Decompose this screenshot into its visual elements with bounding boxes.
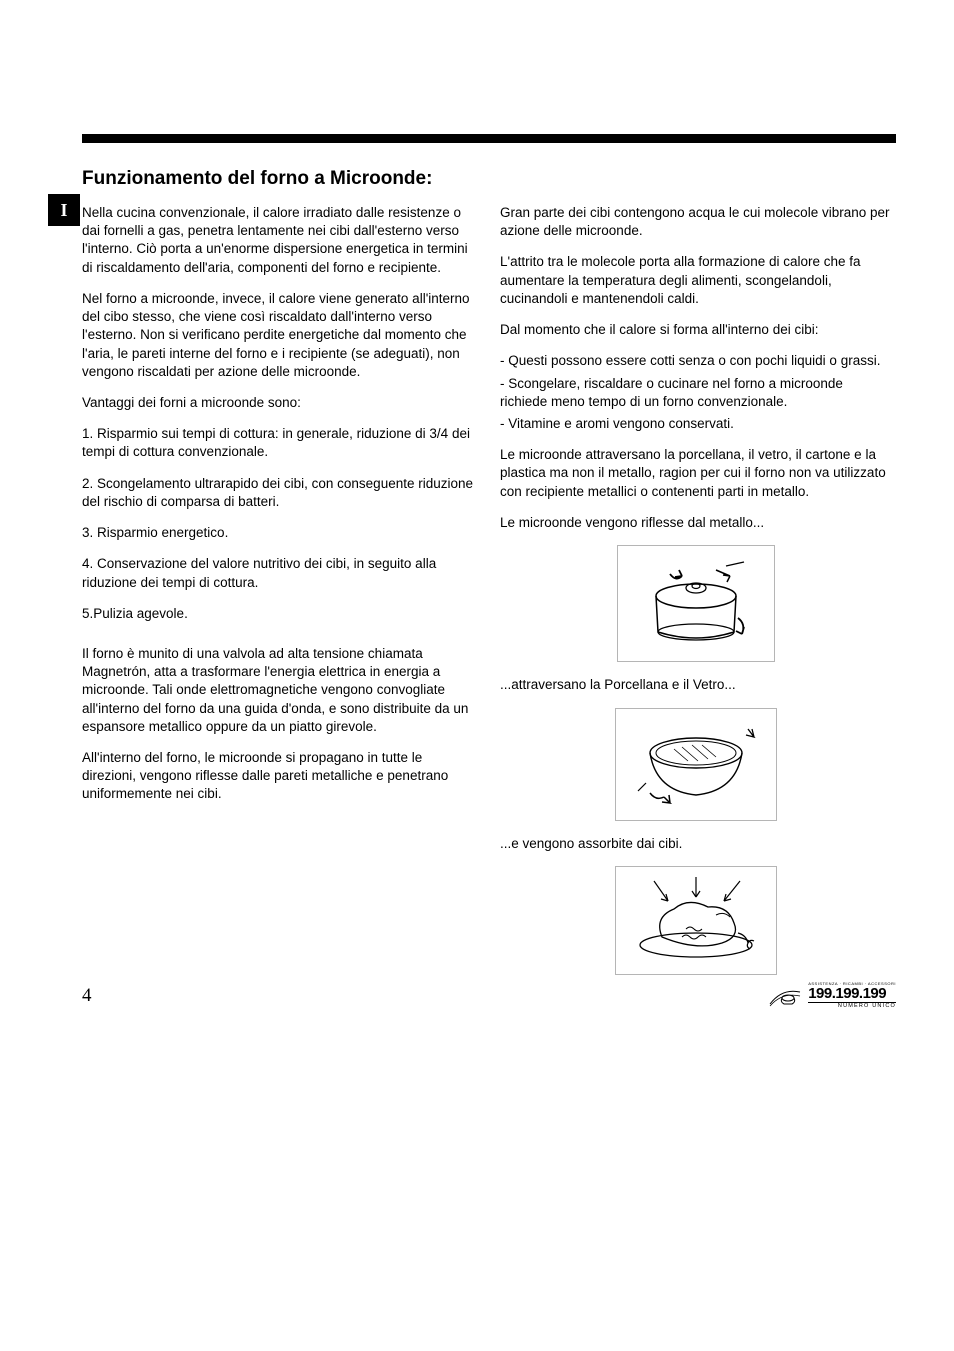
phone-swoosh-icon — [768, 984, 802, 1008]
para: Il forno è munito di una valvola ad alta… — [82, 645, 474, 736]
para: Nel forno a microonde, invece, il calore… — [82, 290, 474, 381]
para: L'attrito tra le molecole porta alla for… — [500, 253, 892, 308]
figure-glass-pass — [500, 708, 892, 821]
para: Le microonde attraversano la porcellana,… — [500, 446, 892, 501]
logo-subline: NUMERO UNICO — [808, 1004, 896, 1010]
para: Dal momento che il calore si forma all'i… — [500, 321, 892, 339]
top-rule — [82, 134, 896, 143]
para: Gran parte dei cibi contengono acqua le … — [500, 204, 892, 240]
list-item: 1. Risparmio sui tempi di cottura: in ge… — [82, 425, 474, 461]
bullet: - Scongelare, riscaldare o cucinare nel … — [500, 375, 892, 411]
footer-logo: ASSISTENZA · RICAMBI · ACCESSORI 199.199… — [768, 982, 896, 1013]
body-columns: Nella cucina convenzionale, il calore ir… — [82, 204, 892, 989]
figure-caption: ...attraversano la Porcellana e il Vetro… — [500, 676, 892, 694]
figure-caption: ...e vengono assorbite dai cibi. — [500, 835, 892, 853]
page-title: Funzionamento del forno a Microonde: — [82, 168, 892, 190]
language-tab: I — [48, 194, 80, 226]
para: Le microonde vengono riflesse dal metall… — [500, 514, 892, 532]
food-chicken-icon — [616, 867, 776, 969]
para: Vantaggi dei forni a microonde sono: — [82, 394, 474, 412]
bullet: - Questi possono essere cotti senza o co… — [500, 352, 892, 370]
figure-metal-reflect — [500, 545, 892, 662]
list-item: 5.Pulizia agevole. — [82, 605, 474, 623]
logo-phone: 199.199.199 — [808, 986, 896, 1003]
page-number: 4 — [82, 985, 92, 1006]
left-column: Nella cucina convenzionale, il calore ir… — [82, 204, 474, 989]
figure-food-absorb — [500, 866, 892, 975]
bullet: - Vitamine e aromi vengono conservati. — [500, 415, 892, 433]
list-item: 2. Scongelamento ultrarapido dei cibi, c… — [82, 475, 474, 511]
metal-pot-icon — [618, 546, 774, 656]
right-column: Gran parte dei cibi contengono acqua le … — [500, 204, 892, 989]
para: All'interno del forno, le microonde si p… — [82, 749, 474, 804]
list-item: 4. Conservazione del valore nutritivo de… — [82, 555, 474, 591]
page-footer: 4 ASSISTENZA · RICAMBI · ACCESSORI 199.1… — [0, 985, 954, 1007]
para: Nella cucina convenzionale, il calore ir… — [82, 204, 474, 277]
glass-bowl-icon — [616, 709, 776, 815]
list-item: 3. Risparmio energetico. — [82, 524, 474, 542]
